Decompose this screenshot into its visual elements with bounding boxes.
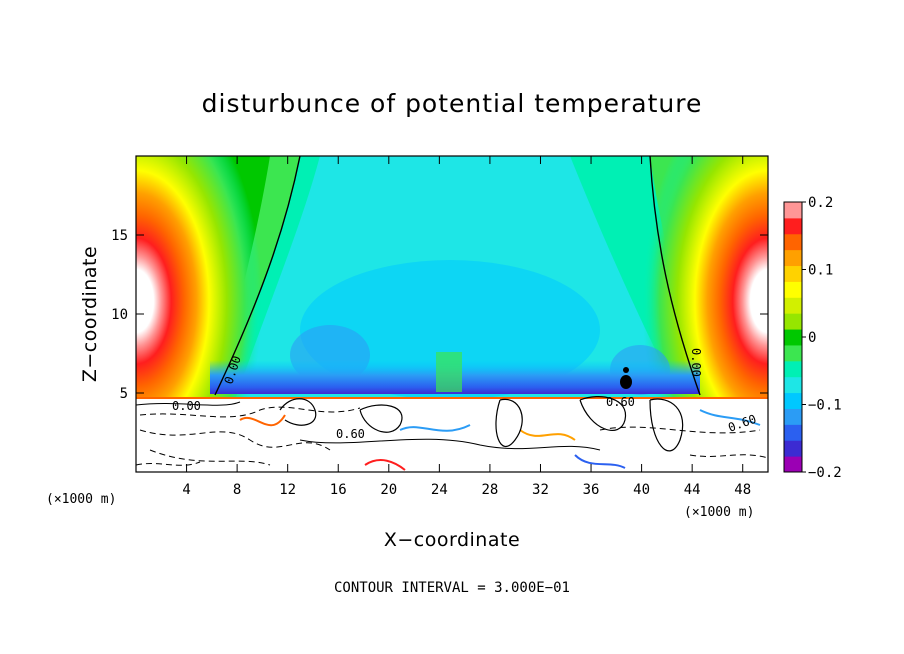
y-axis: 5 10 15 — [111, 228, 768, 402]
x-tick-label: 4 — [182, 482, 190, 498]
colorbar-swatch — [784, 217, 802, 235]
x-tick-label: 8 — [233, 482, 241, 498]
contour-zero-left — [214, 156, 301, 396]
y-tick-label: 15 — [111, 228, 128, 244]
x-tick-label: 32 — [532, 482, 549, 498]
field-boundary-layer — [136, 398, 768, 472]
contour-eddy-1 — [279, 398, 317, 426]
y-tick-label: 5 — [120, 386, 128, 402]
contour-eddy-4 — [579, 396, 627, 431]
contour-b3 — [139, 429, 331, 451]
colorbar-swatch — [784, 233, 802, 251]
colorbar-swatch — [784, 249, 802, 267]
colorbar-tick-label: 0 — [808, 330, 816, 346]
colorbar-swatch — [784, 329, 802, 346]
colorbar: 0.2 0.1 0 −0.1 −0.2 — [783, 195, 842, 481]
colorbar-swatch — [784, 360, 802, 378]
filament-6 — [699, 409, 761, 426]
x-tick-label: 28 — [481, 482, 498, 498]
x-axis: 4 8 12 16 20 24 28 32 36 40 44 48 — [182, 156, 751, 498]
x-tick-label: 40 — [633, 482, 650, 498]
contour-eddy-2 — [359, 404, 403, 433]
x-tick-label: 48 — [734, 482, 751, 498]
filament-2 — [399, 424, 471, 432]
x-axis-label: X−coordinate — [384, 529, 520, 551]
colorbar-swatch — [784, 408, 802, 425]
chart-title: disturbunce of potential temperature — [202, 89, 703, 118]
colorbar-swatch — [784, 297, 802, 314]
x-unit-right: (×1000 m) — [684, 505, 754, 520]
colorbar-tick-label: 0.1 — [808, 263, 833, 279]
field-green-plume — [436, 352, 462, 392]
colorbar-swatch — [784, 376, 802, 394]
colorbar-swatch — [784, 440, 802, 457]
contour-interval-note: CONTOUR INTERVAL = 3.000E−01 — [334, 580, 570, 596]
contour-label: 0.60 — [606, 395, 635, 409]
colorbar-swatch — [784, 424, 802, 441]
filament-3 — [364, 459, 406, 471]
colorbar-tick-label: −0.1 — [808, 398, 842, 414]
contour-b7 — [689, 454, 768, 459]
contour-blob-small — [623, 367, 629, 373]
colorbar-swatch — [784, 265, 802, 282]
contour-label: 0.00 — [172, 399, 201, 413]
colorbar-swatch — [784, 456, 802, 473]
filament-4 — [519, 429, 576, 441]
contour-eddy-5 — [649, 398, 684, 452]
contour-zero-right — [649, 156, 701, 396]
colorbar-swatch — [784, 281, 802, 298]
colorbar-tick-label: −0.2 — [808, 465, 842, 481]
contour-label: 0.00 — [689, 348, 703, 377]
colorbar-swatch — [784, 202, 802, 219]
y-tick-label: 10 — [111, 307, 128, 323]
colorbar-swatch — [784, 313, 802, 330]
x-tick-label: 36 — [583, 482, 600, 498]
x-tick-label: 16 — [330, 482, 347, 498]
x-unit-left: (×1000 m) — [46, 492, 116, 507]
x-tick-label: 24 — [431, 482, 448, 498]
contour-b5 — [299, 438, 601, 451]
x-tick-label: 44 — [684, 482, 701, 498]
contour-label: 0.60 — [336, 427, 365, 441]
y-axis-label: Z−coordinate — [79, 246, 101, 382]
contour-eddy-3 — [495, 398, 523, 447]
contour-b8 — [136, 461, 201, 466]
colorbar-swatch — [784, 392, 802, 409]
filament-5 — [574, 454, 626, 469]
contour-b4 — [149, 449, 271, 466]
contour-b1 — [136, 401, 241, 406]
plot-area — [136, 156, 768, 472]
contour-blob — [620, 375, 632, 389]
colorbar-tick-label: 0.2 — [808, 195, 833, 211]
colorbar-swatch — [784, 344, 802, 362]
x-tick-label: 20 — [380, 482, 397, 498]
x-tick-label: 12 — [279, 482, 296, 498]
contour-b6 — [599, 426, 761, 434]
filament-1 — [239, 414, 286, 427]
contour-b2 — [139, 406, 361, 418]
